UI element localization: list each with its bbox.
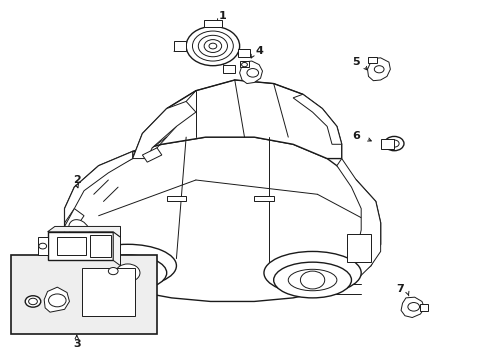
Bar xyxy=(346,234,370,262)
Polygon shape xyxy=(132,102,196,158)
Polygon shape xyxy=(331,158,380,287)
Polygon shape xyxy=(292,94,341,144)
Polygon shape xyxy=(239,61,262,84)
Circle shape xyxy=(203,40,221,53)
Ellipse shape xyxy=(273,262,351,298)
Polygon shape xyxy=(81,267,135,316)
Bar xyxy=(166,197,186,202)
Polygon shape xyxy=(64,152,132,223)
Bar xyxy=(297,280,326,291)
Polygon shape xyxy=(64,208,84,244)
Text: 1: 1 xyxy=(218,11,226,21)
Text: 4: 4 xyxy=(255,46,263,57)
Bar xyxy=(174,41,186,51)
Circle shape xyxy=(407,302,419,311)
Bar xyxy=(380,139,393,149)
Bar xyxy=(11,255,157,334)
Circle shape xyxy=(198,35,227,57)
Bar xyxy=(368,57,376,63)
Polygon shape xyxy=(38,237,47,255)
Text: 2: 2 xyxy=(73,175,81,185)
Circle shape xyxy=(48,294,66,307)
Polygon shape xyxy=(113,232,120,266)
Polygon shape xyxy=(47,226,120,237)
Bar xyxy=(222,65,234,73)
Ellipse shape xyxy=(69,220,89,240)
Ellipse shape xyxy=(89,255,166,291)
Text: 6: 6 xyxy=(352,131,360,141)
Circle shape xyxy=(373,66,383,73)
Bar xyxy=(57,237,85,255)
Bar xyxy=(254,197,273,202)
Text: 7: 7 xyxy=(395,284,403,294)
Ellipse shape xyxy=(79,244,176,287)
Circle shape xyxy=(300,271,324,289)
Bar xyxy=(419,304,427,311)
Text: 5: 5 xyxy=(352,57,359,67)
Polygon shape xyxy=(47,232,113,260)
Circle shape xyxy=(246,68,258,77)
Circle shape xyxy=(39,243,46,249)
Circle shape xyxy=(116,264,140,282)
Circle shape xyxy=(186,26,239,66)
Bar xyxy=(239,61,249,67)
Ellipse shape xyxy=(287,269,336,291)
Bar xyxy=(203,20,221,27)
Polygon shape xyxy=(400,297,424,318)
Polygon shape xyxy=(44,287,69,312)
Polygon shape xyxy=(90,235,111,257)
Circle shape xyxy=(208,43,216,49)
Circle shape xyxy=(25,296,41,307)
Polygon shape xyxy=(64,137,380,301)
Bar xyxy=(238,49,250,57)
Circle shape xyxy=(108,267,118,275)
Ellipse shape xyxy=(103,262,152,284)
Text: 3: 3 xyxy=(73,339,81,348)
Circle shape xyxy=(192,31,233,61)
Polygon shape xyxy=(367,58,389,81)
Circle shape xyxy=(241,63,247,67)
Circle shape xyxy=(29,298,37,305)
Polygon shape xyxy=(142,148,162,162)
Circle shape xyxy=(388,140,398,147)
Ellipse shape xyxy=(264,251,361,294)
Circle shape xyxy=(384,136,403,151)
Polygon shape xyxy=(132,80,341,158)
